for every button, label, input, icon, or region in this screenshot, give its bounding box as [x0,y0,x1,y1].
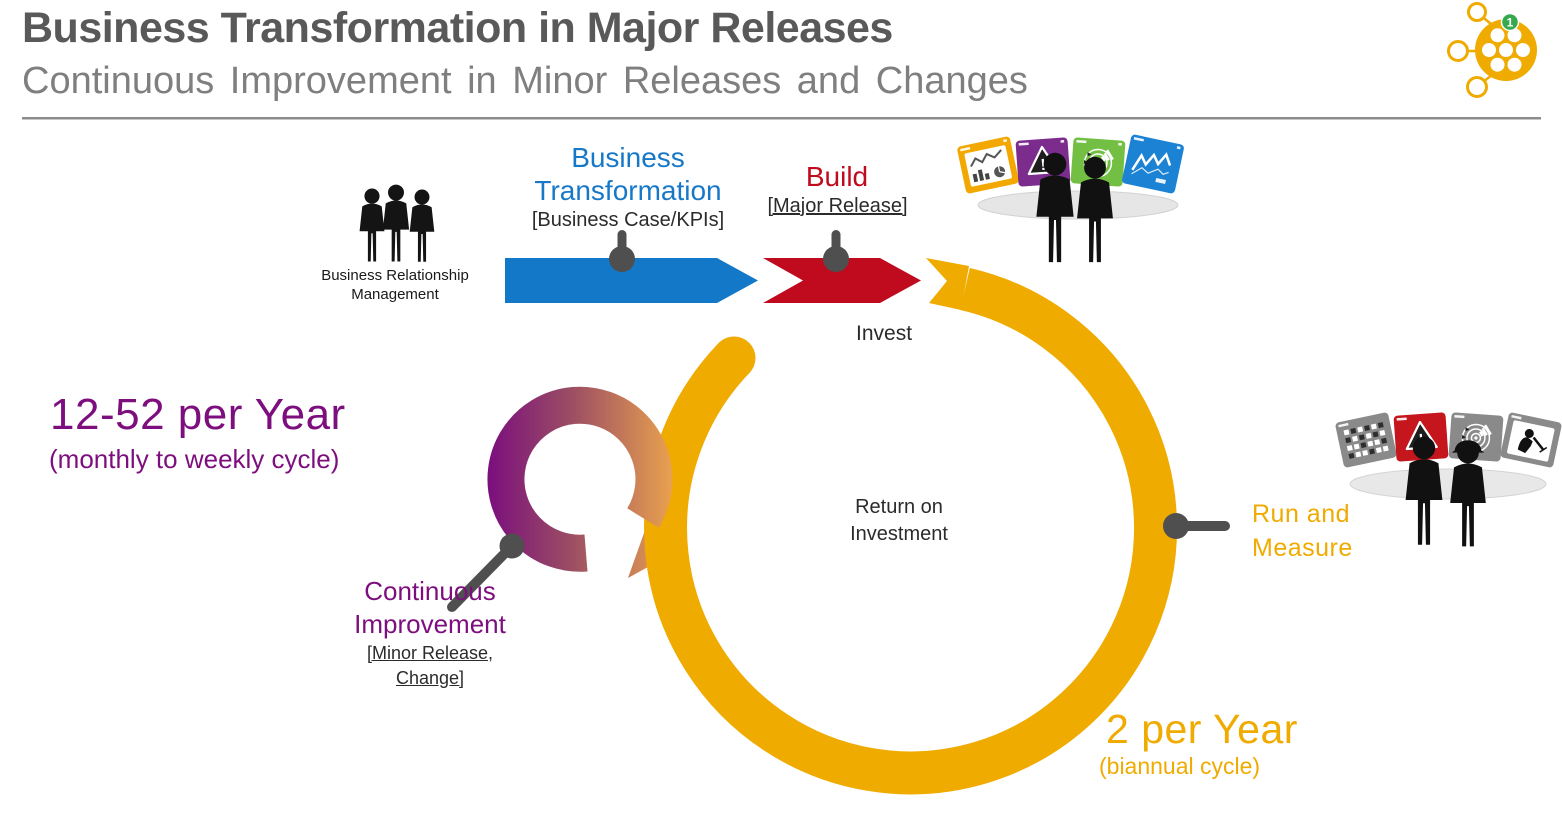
page-subtitle: Continuous Improvement in Minor Releases… [22,60,1028,102]
big-ring-end-cap [712,336,756,380]
invest-label: Invest [856,322,913,345]
logo-satellite-circle [1466,76,1488,98]
screen-worker-icon [1500,412,1562,468]
continuous-improvement-label: Continuous Improvement [354,576,506,639]
screen-line-chart-icon [1122,134,1184,194]
invest-dashboards-scene: ! [957,134,1184,263]
biannual-cycle-label: (biannual cycle) [1099,753,1261,779]
release-cycle-logo: 1 [1447,2,1537,98]
worker-with-hard-hat [1450,440,1486,547]
pin-run-and-measure [1180,521,1230,531]
business-transformation-arrow [505,258,758,303]
brm-people-silhouettes [359,184,435,262]
business-transformation-sublabel: [Business Case/KPIs] [531,209,725,231]
pin-continuous-improvement [447,541,517,612]
ci-cycle-label: (monthly to weekly cycle) [49,444,340,474]
logo-satellite-circle [1467,2,1487,22]
warning-glyph: ! [1040,157,1047,174]
build-sublabel: [Major Release] [767,195,908,217]
operations-people-silhouettes [1405,436,1486,547]
logo-badge [1500,12,1520,32]
return-on-investment-label: Return on Investment [850,496,948,545]
biannual-frequency-label: 2 per Year [1106,706,1298,752]
header-divider [22,117,1541,120]
small-cycle-ring [487,386,673,572]
build-arrow [763,258,921,303]
major-release-cycle-ring [644,258,1177,795]
run-and-measure-label: Run and Measure [1252,500,1353,562]
build-label: Build [805,161,869,192]
floor-ellipse [977,190,1179,220]
logo-badge-number: 1 [1507,16,1514,30]
screen-bar-chart-icon [957,136,1019,194]
brm-label: Business Relationship Management [321,267,469,303]
big-ring-chevron-start [926,258,969,310]
screen-grid-icon [1335,412,1397,468]
ci-frequency-label: 12-52 per Year [50,390,346,439]
floor-ellipse [1349,468,1547,500]
continuous-improvement-sublabel: [Minor Release, Change] [366,643,494,688]
page-title: Business Transformation in Major Release… [22,4,893,52]
big-ring-arc [644,268,1177,795]
run-measure-scene: ! [1335,412,1562,547]
pins [447,230,1230,612]
business-transformation-label: Business Transformation [534,142,722,206]
logo-satellite-circle [1447,40,1469,62]
